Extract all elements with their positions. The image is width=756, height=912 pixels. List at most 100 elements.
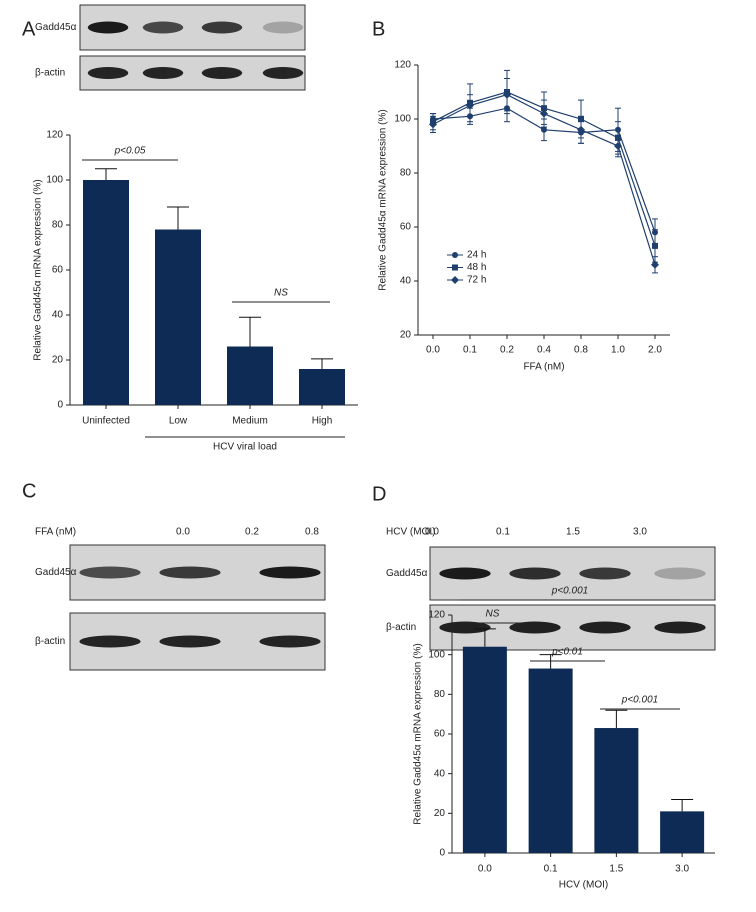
y-tick-label: 80 (400, 168, 412, 179)
marker (466, 101, 474, 110)
y-tick-label: 60 (400, 222, 412, 233)
x-tick-label: Uninfected (82, 416, 130, 427)
y-tick-label: 40 (52, 310, 64, 321)
bar (155, 229, 201, 405)
y-tick-label: 120 (46, 130, 63, 141)
bar (594, 728, 639, 853)
blot-band (142, 67, 184, 79)
y-tick-label: 120 (394, 60, 411, 71)
panel-label: C (22, 480, 36, 502)
blot-band (159, 566, 221, 579)
lane-label: 0.0 (176, 527, 190, 538)
marker (429, 120, 437, 129)
y-tick-label: 0 (57, 400, 63, 411)
x-axis-label: HCV (MOI) (559, 880, 608, 891)
y-tick-label: 120 (428, 610, 445, 621)
marker (452, 264, 458, 271)
marker (452, 252, 458, 258)
legend-label: 72 h (467, 275, 486, 286)
bar (528, 668, 573, 853)
y-axis-label: Relative Gadd45α mRNA expression (%) (413, 643, 424, 824)
blot-header: FFA (nM) (35, 527, 76, 538)
legend-label: 48 h (467, 262, 486, 273)
x-tick-label: 0.8 (574, 345, 588, 356)
marker (614, 142, 622, 150)
blot-band (654, 567, 706, 580)
blot-band (142, 21, 184, 34)
blot-band (79, 635, 141, 648)
significance-label: p<0.001 (551, 586, 588, 597)
x-tick-label: 0.1 (463, 345, 477, 356)
marker (577, 125, 585, 134)
marker (652, 242, 658, 249)
lane-label: 1.5 (566, 527, 580, 538)
y-tick-label: 40 (434, 768, 446, 779)
blot-band (259, 635, 321, 648)
y-tick-label: 100 (394, 114, 411, 125)
blot-band (509, 621, 561, 634)
significance-label: NS (486, 609, 500, 620)
blot-band (87, 21, 129, 34)
blot-band (654, 621, 706, 634)
x-tick-label: 1.5 (609, 864, 623, 875)
x-tick-label: 0.0 (478, 864, 492, 875)
panel-label: D (372, 483, 386, 505)
x-tick-label: High (312, 416, 333, 427)
x-tick-label: 3.0 (675, 864, 689, 875)
legend-label: 24 h (467, 250, 486, 261)
lane-label: 0.8 (305, 527, 319, 538)
marker (651, 260, 659, 269)
blot-band (509, 567, 561, 580)
group-label: HCV viral load (213, 442, 277, 453)
x-tick-label: 1.0 (611, 345, 625, 356)
significance-label: p<0.01 (551, 647, 583, 658)
lane-label: 0.1 (496, 527, 510, 538)
marker (540, 109, 548, 118)
blot-band (439, 567, 491, 580)
y-axis-label: Relative Gadd45α mRNA expression (%) (378, 109, 389, 290)
blot-header: HCV (MOI) (386, 527, 435, 538)
y-tick-label: 80 (52, 220, 64, 231)
blot-band (579, 621, 631, 634)
x-tick-label: 0.1 (544, 864, 558, 875)
blot-row-label: β-actin (35, 636, 65, 647)
panel-label: B (372, 18, 385, 40)
marker (451, 276, 459, 284)
y-tick-label: 80 (434, 689, 446, 700)
lane-label: 0.0 (425, 527, 439, 538)
lane-label: 3.0 (633, 527, 647, 538)
y-tick-label: 20 (400, 330, 412, 341)
blot-band (79, 566, 141, 579)
x-tick-label: 0.0 (426, 345, 440, 356)
x-tick-label: Low (169, 416, 188, 427)
y-tick-label: 60 (52, 265, 64, 276)
x-tick-label: 0.2 (500, 345, 514, 356)
bar (660, 811, 705, 853)
y-tick-label: 100 (46, 175, 63, 186)
blot-band (201, 67, 243, 79)
blot-band (579, 567, 631, 580)
blot-band (201, 21, 243, 34)
blot-band (87, 67, 129, 79)
bar (462, 646, 507, 853)
blot-row-label: Gadd45α (35, 567, 77, 578)
bar (227, 346, 273, 405)
x-axis-label: FFA (nM) (523, 362, 564, 373)
bar (83, 180, 129, 405)
panel-label: A (22, 18, 36, 40)
bar (299, 369, 345, 405)
y-axis-label: Relative Gadd45α mRNA expression (%) (33, 179, 44, 360)
x-tick-label: 2.0 (648, 345, 662, 356)
y-tick-label: 40 (400, 276, 412, 287)
blot-row-label: Gadd45α (35, 22, 77, 33)
significance-label: p<0.05 (114, 146, 146, 157)
marker (541, 126, 547, 133)
x-tick-label: 0.4 (537, 345, 551, 356)
x-tick-label: Medium (232, 416, 268, 427)
blot-row-label: β-actin (386, 622, 416, 633)
significance-label: NS (274, 288, 288, 299)
y-tick-label: 100 (428, 649, 445, 660)
blot-band (159, 635, 221, 648)
lane-label: 0.2 (245, 527, 259, 538)
